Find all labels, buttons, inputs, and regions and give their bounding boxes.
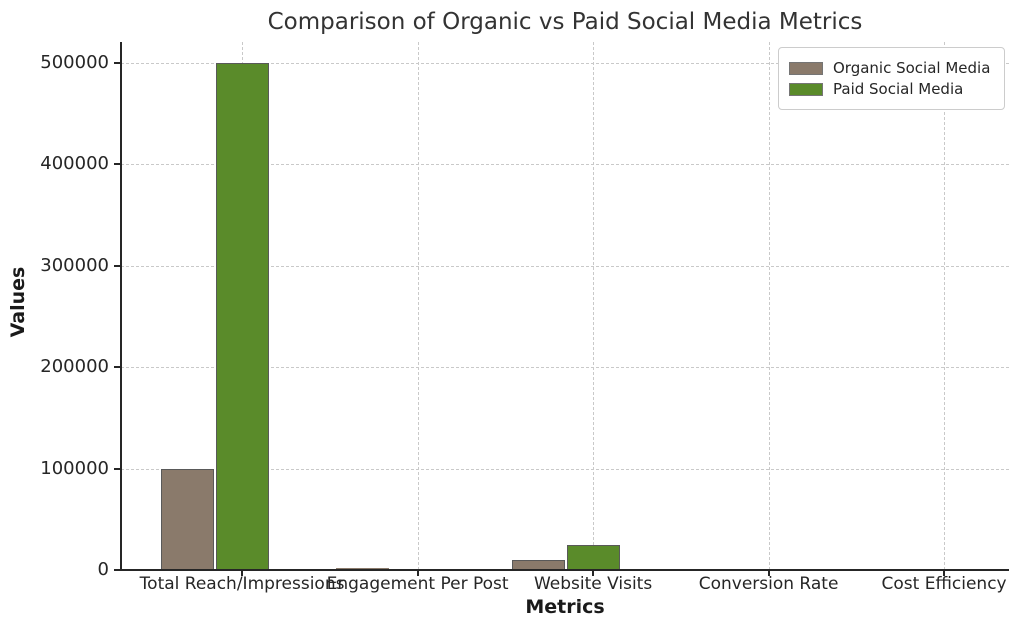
x-axis-tick xyxy=(943,570,946,576)
x-axis-tick xyxy=(416,570,419,576)
grid-line-horizontal xyxy=(121,63,1009,64)
x-tick-label: Total Reach/Impressions xyxy=(139,574,345,594)
grid-line-vertical xyxy=(593,42,595,570)
bar-paid-social-media-total-reach-impressions xyxy=(215,63,269,570)
grid-line-horizontal xyxy=(121,164,1009,166)
x-tick-label: Engagement Per Post xyxy=(326,574,509,594)
x-axis-spine xyxy=(120,569,1009,571)
x-axis-tick xyxy=(767,570,770,576)
grid-line-vertical xyxy=(768,42,770,570)
bar-organic-social-media-total-reach-impressions xyxy=(160,468,214,570)
bar-paid-social-media-website-visits xyxy=(566,544,620,570)
y-axis-tick xyxy=(114,569,121,571)
legend-label-organic: Organic Social Media xyxy=(833,59,991,77)
y-axis-tick xyxy=(114,467,121,470)
grid-line-horizontal xyxy=(121,367,1009,369)
legend-entry-paid: Paid Social Media xyxy=(789,80,994,98)
x-tick-label: Website Visits xyxy=(533,574,653,594)
grid-line-horizontal xyxy=(121,468,1009,470)
x-tick-label: Cost Efficiency xyxy=(881,574,1007,594)
legend-swatch-organic xyxy=(789,61,823,75)
y-axis-tick xyxy=(114,264,121,267)
y-axis-tick xyxy=(114,163,121,166)
y-axis-tick xyxy=(114,366,121,369)
y-tick-label: 200000 xyxy=(40,356,109,378)
grid-line-vertical xyxy=(417,42,419,570)
legend-swatch-paid xyxy=(789,82,823,96)
y-tick-label: 500000 xyxy=(40,52,109,73)
legend-entry-organic: Organic Social Media xyxy=(789,59,994,77)
y-axis-tick xyxy=(114,62,121,64)
x-axis-tick xyxy=(241,570,244,576)
legend-label-paid: Paid Social Media xyxy=(833,80,964,98)
y-axis-spine xyxy=(120,42,122,571)
chart-title: Comparison of Organic vs Paid Social Med… xyxy=(267,9,863,35)
grid-line-vertical xyxy=(944,42,946,570)
y-tick-label: 100000 xyxy=(40,457,109,479)
x-axis-label: Metrics xyxy=(525,596,605,618)
grid-line-horizontal xyxy=(121,265,1009,267)
x-axis-tick xyxy=(592,570,595,576)
x-tick-label: Conversion Rate xyxy=(698,574,839,594)
y-tick-label: 300000 xyxy=(40,254,109,276)
y-tick-label: 400000 xyxy=(40,153,109,175)
y-tick-label: 0 xyxy=(97,559,109,580)
legend: Organic Social Media Paid Social Media xyxy=(778,47,1005,110)
